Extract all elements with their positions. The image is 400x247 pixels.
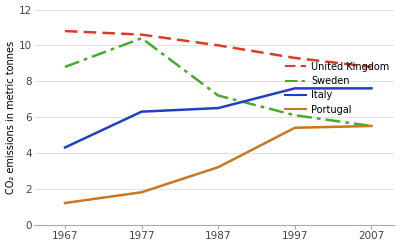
Sweden [292, 114, 297, 117]
Sweden [369, 124, 374, 127]
United Kingdom [63, 30, 68, 33]
Line: Sweden: Sweden [65, 38, 372, 126]
Italy [139, 110, 144, 113]
Sweden [63, 65, 68, 68]
Sweden [216, 94, 221, 97]
Line: United Kingdom: United Kingdom [65, 31, 372, 67]
Portugal [369, 124, 374, 127]
Portugal [63, 202, 68, 205]
Portugal [139, 191, 144, 194]
Italy [216, 107, 221, 110]
United Kingdom [292, 56, 297, 59]
Line: Portugal: Portugal [65, 126, 372, 203]
Sweden [139, 37, 144, 40]
United Kingdom [139, 33, 144, 36]
Y-axis label: CO₂ emissions in metric tonnes: CO₂ emissions in metric tonnes [6, 41, 16, 194]
Portugal [216, 166, 221, 169]
United Kingdom [369, 65, 374, 68]
United Kingdom [216, 44, 221, 47]
Italy [63, 146, 68, 149]
Portugal [292, 126, 297, 129]
Italy [369, 87, 374, 90]
Italy [292, 87, 297, 90]
Line: Italy: Italy [65, 88, 372, 147]
Legend: United Kingdom, Sweden, Italy, Portugal: United Kingdom, Sweden, Italy, Portugal [285, 62, 390, 115]
